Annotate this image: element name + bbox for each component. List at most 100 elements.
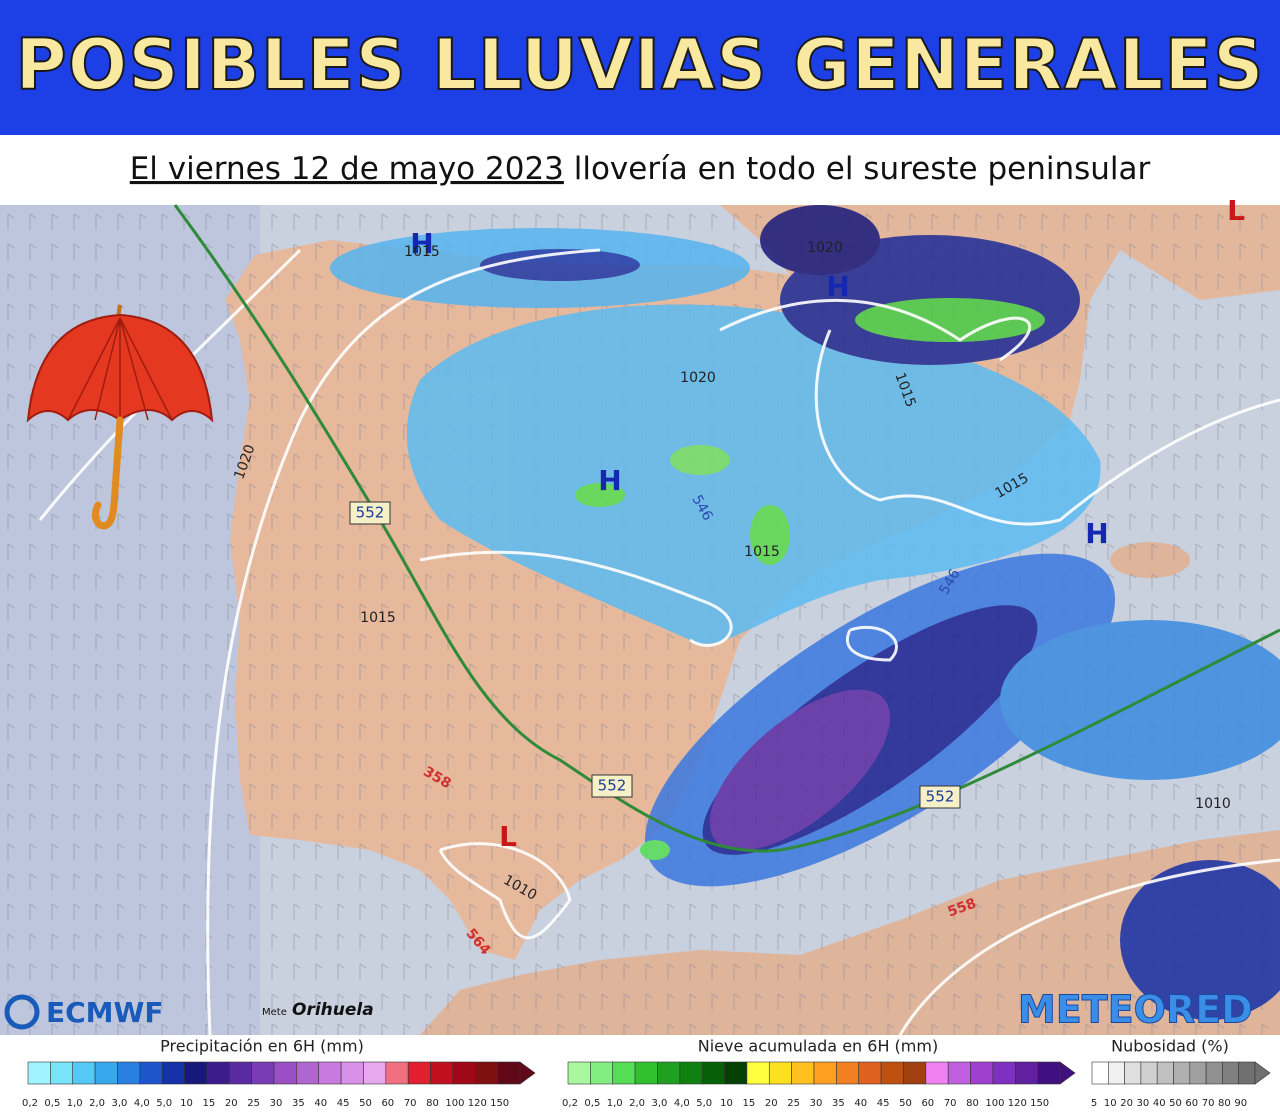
isobar-label: 1020 bbox=[807, 240, 843, 256]
legend-label: 120 bbox=[468, 1098, 487, 1109]
legend-swatch bbox=[72, 1061, 96, 1085]
title: POSIBLES LLUVIAS GENERALES bbox=[15, 24, 1264, 106]
legend-swatch bbox=[679, 1061, 703, 1085]
legend-swatch bbox=[903, 1061, 927, 1085]
legend-title: Nubosidad (%) bbox=[1111, 1037, 1229, 1056]
legend: Precipitación en 6H (mm) 0,2 0,5 1,0 2,0 3,0 4… bbox=[22, 1037, 1271, 1109]
legend-swatch bbox=[724, 1061, 748, 1085]
pressure-center: L bbox=[499, 820, 517, 853]
pressure-center: H bbox=[598, 464, 621, 497]
legend-label: 4,0 bbox=[134, 1098, 150, 1109]
legend-label: 1,0 bbox=[607, 1098, 623, 1109]
isobar-label: 1010 bbox=[1195, 796, 1231, 812]
legend-label: 80 bbox=[426, 1098, 439, 1109]
logo-ecmwf-text: ECMWF bbox=[46, 996, 164, 1029]
legend-swatch bbox=[567, 1061, 591, 1085]
isobar-label: 1015 bbox=[744, 544, 780, 560]
legend-swatch bbox=[27, 1061, 51, 1085]
legend-swatch bbox=[657, 1061, 681, 1085]
legend-label: 120 bbox=[1008, 1098, 1027, 1109]
legend-label: 15 bbox=[743, 1098, 756, 1109]
pressure-center: L bbox=[1227, 194, 1245, 227]
legend-swatch bbox=[590, 1061, 614, 1085]
legend-label: 50 bbox=[359, 1098, 372, 1109]
legend-label: 20 bbox=[1120, 1098, 1133, 1109]
legend-label: 90 bbox=[1234, 1098, 1247, 1109]
legend-label: 30 bbox=[810, 1098, 823, 1109]
legend-label: 70 bbox=[1202, 1098, 1215, 1109]
subtitle-text: llovería en todo el sureste peninsular bbox=[564, 151, 1151, 187]
legend-title: Nieve acumulada en 6H (mm) bbox=[698, 1037, 938, 1056]
legend-label: 0,2 bbox=[22, 1098, 38, 1109]
legend-label: 60 bbox=[381, 1098, 394, 1109]
geopotential-line bbox=[173, 204, 1280, 853]
legend-swatch bbox=[1222, 1061, 1240, 1085]
legend-label: 4,0 bbox=[674, 1098, 690, 1109]
isobar-label: 552 bbox=[356, 504, 385, 522]
legend-swatch bbox=[474, 1061, 498, 1085]
legend-label: 30 bbox=[1137, 1098, 1150, 1109]
legend-swatch bbox=[880, 1061, 904, 1085]
isobar-label: 552 bbox=[598, 777, 627, 795]
legend-label: 150 bbox=[1030, 1098, 1049, 1109]
legend-swatch bbox=[1140, 1061, 1158, 1085]
legend-swatch bbox=[1014, 1061, 1038, 1085]
legend-swatch bbox=[363, 1061, 387, 1085]
legend-label: 10 bbox=[720, 1098, 733, 1109]
legend-label: 15 bbox=[203, 1098, 216, 1109]
legend-label: 2,0 bbox=[89, 1098, 105, 1109]
legend-arrow bbox=[519, 1061, 536, 1085]
legend-label: 70 bbox=[944, 1098, 957, 1109]
legend-label: 60 bbox=[1185, 1098, 1198, 1109]
legend-label: 10 bbox=[1104, 1098, 1117, 1109]
legend-label: 45 bbox=[337, 1098, 350, 1109]
legend-swatch bbox=[1037, 1061, 1061, 1085]
legend-label: 40 bbox=[854, 1098, 867, 1109]
legend-swatch bbox=[452, 1061, 476, 1085]
legend-swatch bbox=[161, 1061, 185, 1085]
legend-swatch bbox=[1156, 1061, 1174, 1085]
legend-label: 10 bbox=[180, 1098, 193, 1109]
subtitle-date: El viernes 12 de mayo 2023 bbox=[130, 151, 564, 187]
legend-swatch bbox=[1189, 1061, 1207, 1085]
legend-label: 0,5 bbox=[584, 1098, 600, 1109]
legend-swatch bbox=[768, 1061, 792, 1085]
legend-swatch bbox=[228, 1061, 252, 1085]
legend-label: 0,5 bbox=[44, 1098, 60, 1109]
isobar-label: 1020 bbox=[680, 370, 716, 386]
legend-arrow bbox=[1059, 1061, 1076, 1085]
legend-swatch bbox=[251, 1061, 275, 1085]
pressure-center: H bbox=[410, 227, 433, 260]
logo-ecmwf: ECMWF bbox=[4, 994, 164, 1030]
legend-swatch bbox=[206, 1061, 230, 1085]
legend-label: 70 bbox=[404, 1098, 417, 1109]
legend-swatch bbox=[634, 1061, 658, 1085]
label-box bbox=[349, 501, 391, 525]
logo-meteorihuela: Orihuela bbox=[292, 1000, 374, 1020]
legend-label: 35 bbox=[832, 1098, 845, 1109]
subtitle: El viernes 12 de mayo 2023 llovería en t… bbox=[130, 151, 1151, 187]
legend-swatch bbox=[813, 1061, 837, 1085]
legend-label: 80 bbox=[966, 1098, 979, 1109]
legend-swatch bbox=[94, 1061, 118, 1085]
legend-swatch bbox=[1205, 1061, 1223, 1085]
legend-swatch bbox=[925, 1061, 949, 1085]
legend-label: 100 bbox=[445, 1098, 464, 1109]
legend-swatch bbox=[1238, 1061, 1256, 1085]
legend-label: 45 bbox=[877, 1098, 890, 1109]
legend-label: 80 bbox=[1218, 1098, 1231, 1109]
legend-label: 100 bbox=[985, 1098, 1004, 1109]
legend-label: 3,0 bbox=[652, 1098, 668, 1109]
title-bar bbox=[0, 0, 1280, 135]
legend-swatch bbox=[701, 1061, 725, 1085]
legend-label: 50 bbox=[899, 1098, 912, 1109]
legend-swatch bbox=[858, 1061, 882, 1085]
legend-arrow bbox=[1254, 1061, 1271, 1085]
legend-swatch bbox=[430, 1061, 454, 1085]
legend-swatch bbox=[117, 1061, 141, 1085]
legend-label: 3,0 bbox=[112, 1098, 128, 1109]
umbrella bbox=[26, 304, 214, 530]
